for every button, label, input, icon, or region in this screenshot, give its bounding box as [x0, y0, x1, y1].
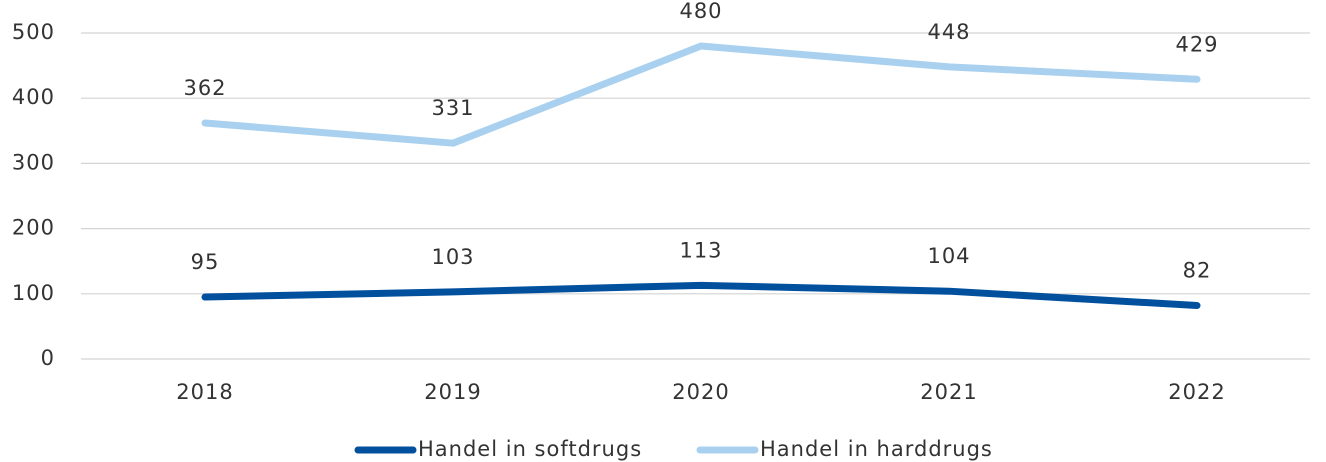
data-label: 448 [927, 20, 970, 44]
data-label: 103 [431, 245, 474, 269]
data-label: 113 [679, 238, 722, 262]
y-tick-label: 0 [41, 346, 55, 370]
data-label: 480 [679, 0, 722, 23]
data-label: 331 [431, 96, 474, 120]
data-label: 95 [191, 250, 220, 274]
series-line [201, 281, 1201, 310]
y-tick-label: 200 [12, 216, 55, 240]
y-tick-label: 300 [12, 150, 55, 174]
legend-label: Handel in harddrugs [760, 437, 993, 461]
x-tick-label: 2020 [672, 380, 729, 404]
y-tick-label: 500 [12, 20, 55, 44]
data-label: 82 [1183, 259, 1212, 283]
legend-label: Handel in softdrugs [418, 437, 642, 461]
y-tick-label: 400 [12, 85, 55, 109]
x-tick-label: 2019 [424, 380, 481, 404]
series-line [201, 42, 1201, 147]
x-tick-label: 2022 [1168, 380, 1225, 404]
data-label: 362 [183, 76, 226, 100]
y-tick-label: 100 [12, 281, 55, 305]
x-tick-label: 2021 [920, 380, 977, 404]
data-label: 429 [1175, 32, 1218, 56]
data-label: 104 [927, 244, 970, 268]
x-tick-label: 2018 [176, 380, 233, 404]
